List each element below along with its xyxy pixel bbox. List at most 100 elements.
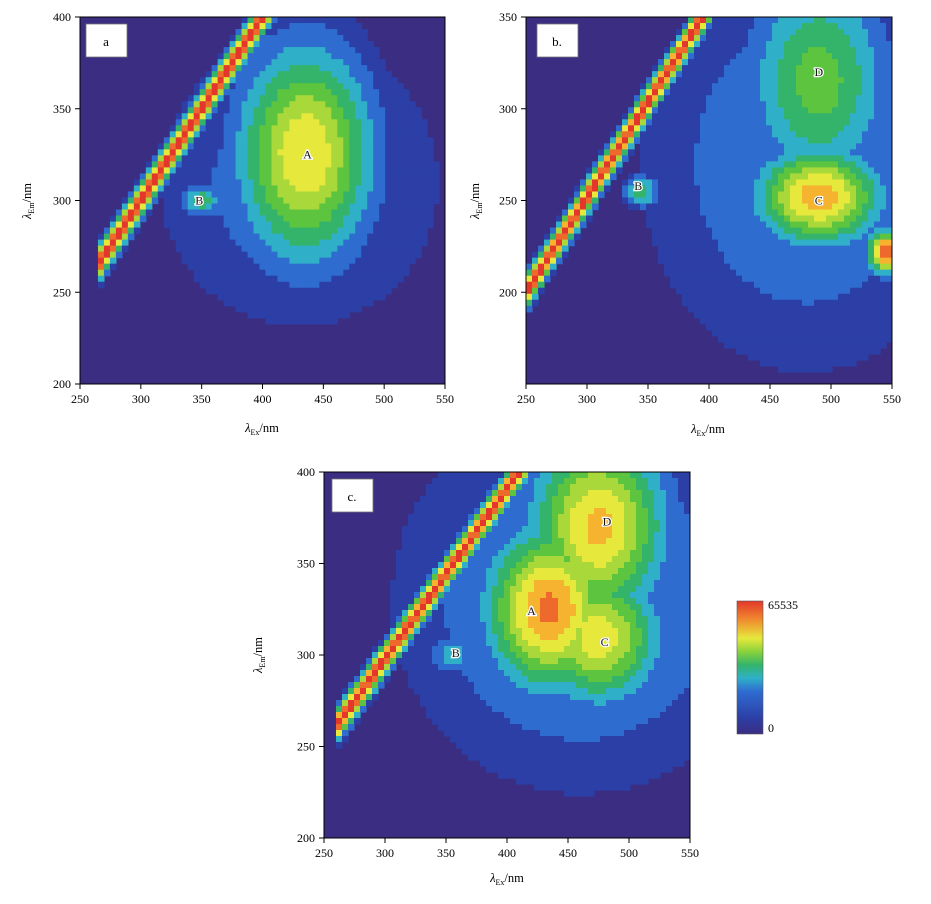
heatmap-cell xyxy=(104,234,111,241)
heatmap-cell xyxy=(856,234,863,241)
heatmap-cell xyxy=(682,288,689,295)
heatmap-cell xyxy=(742,125,749,132)
heatmap-cell xyxy=(730,23,737,30)
heatmap-cell xyxy=(116,216,123,223)
heatmap-cell xyxy=(796,294,803,301)
heatmap-cell xyxy=(862,29,869,36)
heatmap-cell xyxy=(862,330,869,337)
heatmap-cell xyxy=(456,736,463,743)
heatmap-cell xyxy=(838,95,845,102)
heatmap-cell xyxy=(826,17,833,24)
heatmap-cell xyxy=(182,197,189,204)
heatmap-cell xyxy=(748,270,755,277)
heatmap-cell xyxy=(248,258,255,265)
heatmap-cell xyxy=(230,234,237,241)
heatmap-cell xyxy=(868,288,875,295)
heatmap-cell xyxy=(450,724,457,731)
heatmap-cell xyxy=(808,191,815,198)
heatmap-cell xyxy=(218,83,225,90)
heatmap-cell xyxy=(640,119,647,126)
heatmap-cell xyxy=(260,131,267,138)
heatmap-cell xyxy=(301,53,308,60)
heatmap-cell xyxy=(260,276,267,283)
heatmap-cell xyxy=(260,143,267,150)
heatmap-cell xyxy=(748,276,755,283)
heatmap-cell xyxy=(349,131,356,138)
heatmap-cell xyxy=(224,65,231,72)
heatmap-cell xyxy=(152,191,159,198)
heatmap-cell xyxy=(856,29,863,36)
heatmap-cell xyxy=(748,294,755,301)
heatmap-cell xyxy=(379,83,386,90)
heatmap-cell xyxy=(676,252,683,259)
heatmap-cell xyxy=(391,131,398,138)
heatmap-cell xyxy=(784,53,791,60)
heatmap-cell xyxy=(313,288,320,295)
heatmap-cell xyxy=(724,306,731,313)
heatmap-cell xyxy=(820,288,827,295)
heatmap-cell xyxy=(218,137,225,144)
heatmap-cell xyxy=(331,113,338,120)
heatmap-cell xyxy=(826,77,833,84)
heatmap-cell xyxy=(331,300,338,307)
heatmap-cell xyxy=(844,288,851,295)
heatmap-cell xyxy=(730,137,737,144)
heatmap-cell xyxy=(396,646,403,653)
heatmap-cell xyxy=(342,700,349,707)
heatmap-cell xyxy=(532,252,539,259)
heatmap-cell xyxy=(700,161,707,168)
heatmap-cell xyxy=(790,288,797,295)
heatmap-cell xyxy=(874,35,881,42)
heatmap-cell xyxy=(784,366,791,373)
heatmap-cell xyxy=(754,59,761,66)
heatmap-cell xyxy=(832,167,839,174)
heatmap-cell xyxy=(766,77,773,84)
heatmap-cell xyxy=(844,173,851,180)
heatmap-cell xyxy=(462,562,469,569)
heatmap-cell xyxy=(832,276,839,283)
heatmap-cell xyxy=(802,59,809,66)
heatmap-cell xyxy=(355,119,362,126)
heatmap-cell xyxy=(391,276,398,283)
heatmap-cell xyxy=(313,53,320,60)
heatmap-cell xyxy=(265,210,272,217)
heatmap-cell xyxy=(349,23,356,30)
heatmap-cell xyxy=(325,276,332,283)
heatmap-cell xyxy=(736,59,743,66)
heatmap-cell xyxy=(712,300,719,307)
heatmap-cell xyxy=(462,622,469,629)
heatmap-cell xyxy=(688,137,695,144)
heatmap-cell xyxy=(646,143,653,150)
heatmap-cell xyxy=(301,71,308,78)
heatmap-cell xyxy=(706,216,713,223)
heatmap-cell xyxy=(307,312,314,319)
heatmap-cell xyxy=(224,252,231,259)
heatmap-cell xyxy=(622,155,629,162)
heatmap-cell xyxy=(230,179,237,186)
heatmap-cell xyxy=(421,234,428,241)
heatmap-cell xyxy=(420,502,427,509)
heatmap-cell xyxy=(218,167,225,174)
heatmap-cell xyxy=(468,688,475,695)
heatmap-cell xyxy=(790,264,797,271)
heatmap-cell xyxy=(832,204,839,211)
heatmap-cell xyxy=(361,101,368,108)
heatmap-cell xyxy=(408,628,415,635)
heatmap-cell xyxy=(760,53,767,60)
heatmap-cell xyxy=(880,204,887,211)
heatmap-cell xyxy=(200,107,207,114)
heatmap-cell xyxy=(236,131,243,138)
heatmap-cell xyxy=(403,125,410,132)
heatmap-cell xyxy=(397,137,404,144)
heatmap-cell xyxy=(260,83,267,90)
heatmap-cell xyxy=(742,83,749,90)
heatmap-cell xyxy=(277,101,284,108)
heatmap-cell xyxy=(450,700,457,707)
heatmap-cell xyxy=(230,119,237,126)
heatmap-cell xyxy=(390,592,397,599)
heatmap-cell xyxy=(212,77,219,84)
heatmap-cell xyxy=(814,95,821,102)
heatmap-cell xyxy=(652,167,659,174)
heatmap-cell xyxy=(408,532,415,539)
heatmap-cell xyxy=(790,306,797,313)
